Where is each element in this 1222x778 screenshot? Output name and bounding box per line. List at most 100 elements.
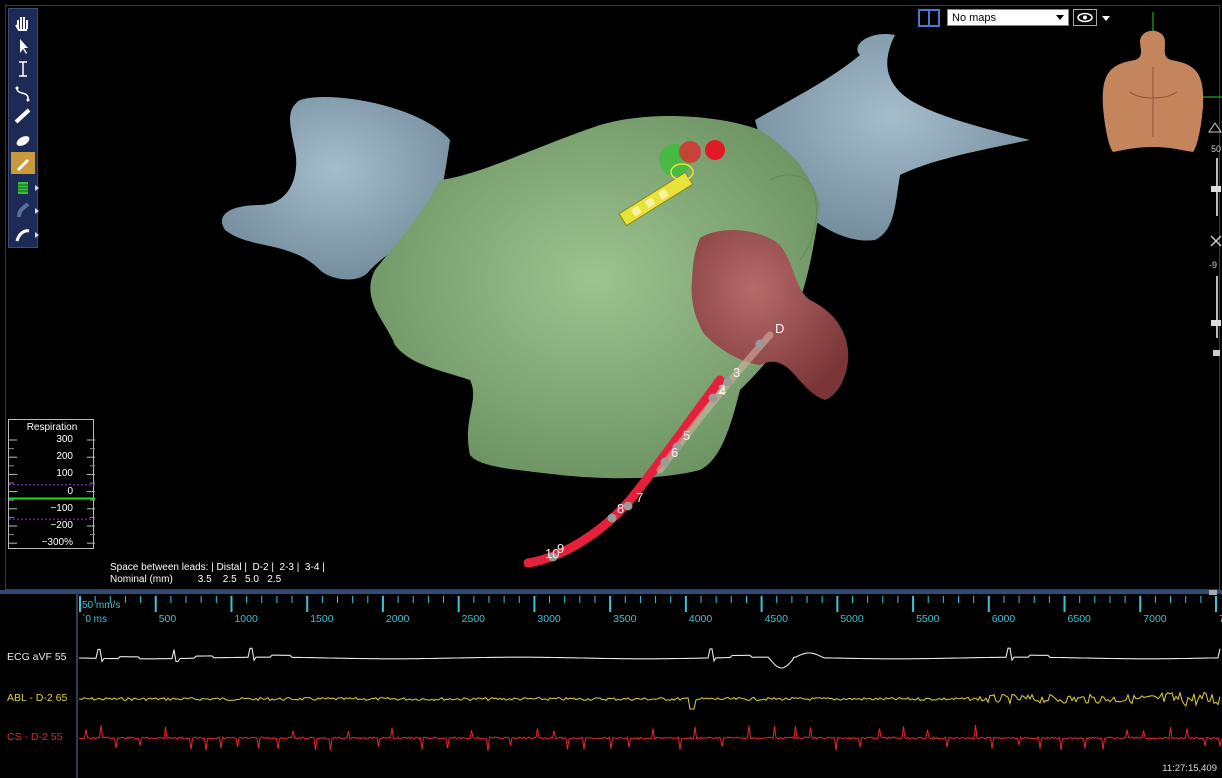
time-offset: `0 ms (82, 614, 107, 625)
electrode-band (660, 457, 670, 467)
split-view-icon[interactable] (918, 9, 940, 27)
electrode-label: 4 (719, 383, 726, 398)
cs-catheter-distal (656, 331, 774, 474)
3d-map-viewport[interactable]: D 2 3 4 5 6 7 8 9 10 No maps 50 -9 (0, 0, 1222, 590)
left-atrial-appendage (691, 229, 849, 400)
ruler-label: 7000 (1143, 613, 1167, 625)
atrium-rim (769, 174, 818, 261)
visibility-toggle[interactable] (1073, 9, 1110, 26)
electrode-label: D (775, 321, 784, 336)
left-atrium-body (370, 115, 820, 479)
electrode-label: 3 (733, 365, 740, 380)
sweep-speed: 50 mm/s (82, 600, 121, 611)
ecg-aVF-trace (79, 647, 1221, 669)
ablation-lesion-red (679, 141, 701, 163)
eye-icon (1077, 12, 1093, 23)
respiration-scale-label: 100 (56, 468, 73, 480)
chevron-down-icon (1102, 16, 1110, 21)
ruler-label: 2000 (386, 613, 410, 625)
lead-spacing-table: Space between leads: | Distal | D-2 | 2-… (110, 562, 325, 586)
splitter-handle[interactable] (1209, 590, 1217, 595)
electrode-label: 5 (683, 428, 690, 443)
cs-catheter-body (523, 375, 725, 568)
electrode-band (607, 513, 617, 523)
ecg-lead-label[interactable]: ABL - D-2 65 (7, 692, 68, 704)
panel-splitter[interactable] (0, 590, 1222, 594)
cs-electrode-labels: D 234 56 78 910 (545, 321, 784, 562)
triangle-icon (1208, 122, 1222, 133)
ruler-label: 6000 (992, 613, 1016, 625)
ruler-label: 1500 (310, 613, 334, 625)
line-ruler-icon[interactable] (11, 105, 35, 127)
electrode-label: 8 (617, 501, 624, 516)
ablation-catheter (618, 171, 694, 227)
map-selector-value: No maps (952, 12, 997, 24)
lead-spacing-row-nominal: Nominal (mm) 3.5 2.5 5.0 2.5 (110, 574, 282, 585)
slider-top-handle[interactable] (1211, 186, 1221, 192)
hand-icon[interactable] (11, 11, 35, 33)
slider-bottom-value: -9 (1209, 260, 1217, 270)
ruler-label: 5500 (916, 613, 940, 625)
green-layer-icon[interactable] (11, 176, 39, 198)
electrode-band (755, 339, 765, 349)
respiration-scale-label: −100 (50, 502, 73, 514)
pencil-icon[interactable] (11, 152, 35, 174)
ellipse-icon[interactable] (11, 129, 35, 151)
respiration-scale-label: 300 (56, 434, 73, 445)
ruler-label: 500 (159, 613, 177, 625)
clock-readout: 11:27:15,409 (1162, 763, 1217, 774)
right-slider-column: 50 -9 (1205, 118, 1222, 368)
ruler-label: 7500 (1219, 613, 1222, 625)
electrode-label: 10 (545, 546, 559, 561)
respiration-scale (9, 439, 95, 544)
abl-trace (79, 690, 1221, 710)
slider-top-value: 50 (1211, 144, 1221, 154)
respiration-scale-label: −200 (50, 520, 73, 531)
respiration-title: Respiration (26, 422, 78, 433)
lead-spacing-row-header: Space between leads: | Distal | D-2 | 2-… (110, 562, 325, 573)
respiration-widget: Respiration 300 200 100 0 −100 −200 −300% (8, 419, 95, 549)
ruler-label: 2500 (462, 613, 486, 625)
ablation-tip-outline (670, 163, 694, 181)
ablation-lesion-marker (705, 140, 725, 160)
respiration-scale-label: 0 (67, 485, 73, 497)
ruler-label: 1000 (234, 613, 258, 625)
anatomy-scene[interactable]: D 234 56 78 910 (0, 0, 1222, 590)
electrode-band (708, 393, 718, 403)
electrode-label: 9 (557, 541, 564, 556)
slider-bottom-handle[interactable] (1211, 320, 1221, 326)
cs-trace (79, 725, 1222, 751)
ecg-lead-label[interactable]: CS - D-2 55 (7, 731, 63, 743)
text-cursor-icon[interactable] (11, 58, 35, 80)
right-pulmonary-vein (755, 34, 1030, 241)
electrode-band (672, 442, 682, 452)
time-ruler: 500 1000 1500 2000 2500 3000 3500 4000 4500 5000 5… (79, 596, 1222, 625)
tool-palette (8, 8, 39, 248)
ruler-label: 6500 (1068, 613, 1092, 625)
catheter-curve-icon[interactable] (11, 223, 39, 245)
ruler-label: 3500 (613, 613, 637, 625)
lock-icon[interactable] (1213, 350, 1220, 356)
map-selector-dropdown[interactable]: No maps (947, 9, 1069, 26)
chevron-down-icon (1056, 15, 1064, 20)
ecg-panel: ECG aVF 55 ABL - D-2 65 CS - D-2 55 500 100… (0, 590, 1222, 778)
respiration-scale-label: −300% (41, 537, 73, 549)
lead-label-column: ECG aVF 55 ABL - D-2 65 CS - D-2 55 (0, 594, 78, 778)
left-pulmonary-vein (221, 96, 450, 280)
scissors-icon (1210, 235, 1222, 247)
electrode-band (723, 377, 733, 387)
ruler-label: 4000 (689, 613, 713, 625)
curve-tool-icon[interactable] (11, 82, 35, 104)
torso-orientation-icon[interactable] (1085, 12, 1222, 162)
electrode-label: 2 (718, 382, 725, 397)
pointer-arrow-icon[interactable] (11, 35, 35, 57)
electrode-label: 6 (671, 445, 678, 460)
ruler-label: 5000 (840, 613, 864, 625)
electrode-band (548, 552, 558, 562)
ecg-traces[interactable] (79, 628, 1222, 778)
respiration-scale-label: 200 (56, 451, 73, 463)
ecg-lead-label[interactable]: ECG aVF 55 (7, 651, 67, 663)
catheter-shape-icon[interactable] (11, 199, 39, 221)
electrode-band (623, 501, 633, 511)
ruler-label: 4500 (765, 613, 789, 625)
